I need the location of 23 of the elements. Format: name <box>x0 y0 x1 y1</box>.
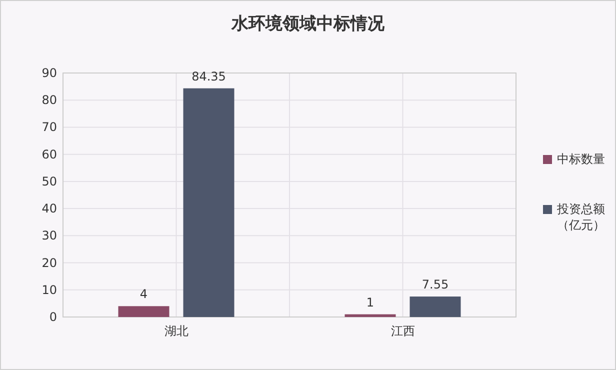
bar <box>410 296 461 317</box>
data-label: 1 <box>366 295 374 310</box>
y-tick-label: 20 <box>42 256 57 270</box>
x-tick-label: 湖北 <box>164 324 188 338</box>
bar <box>118 306 170 317</box>
data-label: 7.55 <box>422 278 449 292</box>
y-tick-label: 80 <box>42 93 57 108</box>
y-tick-label: 40 <box>42 202 57 216</box>
chart-title: 水环境领域中标情况 <box>230 14 386 34</box>
x-tick-label: 江西 <box>390 324 415 338</box>
legend-label: 中标数量 <box>557 151 606 167</box>
y-tick-label: 10 <box>42 282 57 297</box>
data-label: 4 <box>140 287 148 302</box>
legend-label: 投资总额（亿元） <box>557 201 606 233</box>
y-tick-label: 50 <box>42 174 57 188</box>
y-tick-label: 30 <box>42 228 57 243</box>
y-tick-label: 0 <box>49 310 57 324</box>
y-tick-label: 60 <box>42 147 57 162</box>
bar <box>344 314 396 317</box>
y-tick-label: 70 <box>42 120 57 134</box>
data-label: 84.35 <box>192 69 226 84</box>
y-tick-label: 90 <box>42 66 57 80</box>
bar <box>183 88 234 317</box>
